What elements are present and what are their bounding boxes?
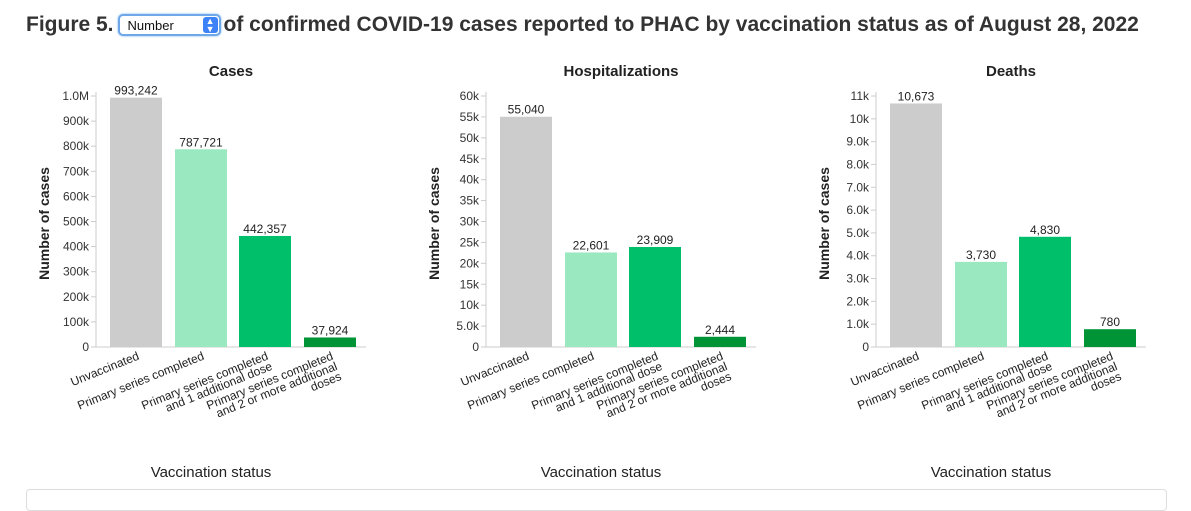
x-axis-label: Vaccination status bbox=[151, 464, 272, 481]
y-tick-label: 800k bbox=[63, 139, 90, 153]
y-tick-label: 200k bbox=[63, 290, 90, 304]
bar-value-label: 993,242 bbox=[114, 84, 158, 98]
y-tick-label: 9.0k bbox=[846, 135, 870, 149]
y-tick-label: 35k bbox=[460, 194, 480, 208]
bar-value-label: 55,040 bbox=[508, 103, 545, 117]
y-tick-label: 0 bbox=[472, 340, 479, 354]
y-tick-label: 45k bbox=[460, 152, 480, 166]
y-tick-label: 10k bbox=[460, 298, 480, 312]
bar bbox=[694, 336, 746, 347]
y-tick-label: 500k bbox=[63, 215, 90, 229]
y-tick-label: 2.0k bbox=[846, 294, 870, 308]
bar bbox=[304, 337, 356, 347]
figure-title-text: of confirmed COVID-19 cases reported to … bbox=[223, 13, 1139, 36]
y-tick-label: 0 bbox=[862, 340, 869, 354]
bar bbox=[890, 103, 942, 347]
select-arrows-icon: ▲ ▼ bbox=[202, 17, 218, 34]
y-tick-label: 11k bbox=[851, 89, 870, 103]
y-tick-label: 50k bbox=[460, 131, 480, 145]
y-tick-label: 6.0k bbox=[846, 203, 870, 217]
bottom-panel bbox=[26, 489, 1167, 511]
bar bbox=[955, 261, 1007, 347]
y-tick-label: 60k bbox=[460, 89, 480, 103]
y-tick-label: 600k bbox=[63, 189, 90, 203]
y-tick-label: 5.0k bbox=[846, 226, 870, 240]
bar-value-label: 23,909 bbox=[637, 233, 674, 247]
chart-title: Hospitalizations bbox=[563, 63, 678, 80]
figure-title: Figure 5. Number ▲ ▼ of confirmed COVID-1… bbox=[26, 8, 1139, 42]
y-tick-label: 400k bbox=[63, 240, 90, 254]
y-axis-label: Number of cases bbox=[426, 167, 442, 280]
bar bbox=[175, 149, 227, 347]
bar bbox=[629, 246, 681, 347]
bar bbox=[565, 252, 617, 347]
y-tick-label: 20k bbox=[460, 256, 480, 270]
chart-title: Cases bbox=[209, 63, 253, 80]
y-tick-label: 10k bbox=[850, 112, 870, 126]
measure-select[interactable]: Number ▲ ▼ bbox=[117, 14, 221, 36]
bar-value-label: 4,830 bbox=[1030, 223, 1060, 237]
y-tick-label: 5.0k bbox=[456, 319, 480, 333]
bar-value-label: 3,730 bbox=[966, 248, 996, 262]
y-tick-label: 55k bbox=[460, 110, 480, 124]
y-tick-label: 1.0k bbox=[846, 317, 870, 331]
y-tick-label: 30k bbox=[460, 215, 480, 229]
y-axis-label: Number of cases bbox=[36, 167, 52, 280]
charts-container: Cases Number of cases 0 100k 200k 300k 400k 500… bbox=[36, 63, 1146, 481]
bar-value-label: 442,357 bbox=[243, 222, 287, 236]
bar-value-label: 780 bbox=[1100, 315, 1120, 329]
x-tick-label: Primary series completedand 2 or more ad… bbox=[204, 349, 343, 433]
y-tick-label: 0 bbox=[82, 340, 89, 354]
bar bbox=[110, 97, 162, 347]
x-tick-label: Primary series completedand 2 or more ad… bbox=[984, 349, 1123, 433]
y-tick-label: 900k bbox=[63, 114, 90, 128]
figure-label: Figure 5. bbox=[26, 13, 114, 36]
bar bbox=[1084, 329, 1136, 347]
bar bbox=[239, 235, 291, 347]
bar-value-label: 787,721 bbox=[179, 135, 223, 149]
y-tick-label: 7.0k bbox=[846, 180, 870, 194]
y-tick-label: 1.0M bbox=[62, 89, 89, 103]
x-axis-label: Vaccination status bbox=[931, 464, 1052, 481]
chart-title: Deaths bbox=[986, 63, 1036, 80]
y-axis-label: Number of cases bbox=[816, 167, 832, 280]
y-tick-label: 700k bbox=[63, 164, 90, 178]
y-tick-label: 8.0k bbox=[846, 157, 870, 171]
bar-value-label: 37,924 bbox=[312, 323, 349, 337]
x-axis-label: Vaccination status bbox=[541, 464, 662, 481]
y-tick-label: 300k bbox=[63, 265, 90, 279]
bar bbox=[1019, 236, 1071, 347]
bar bbox=[500, 116, 552, 348]
measure-select-value: Number bbox=[127, 18, 174, 33]
y-tick-label: 4.0k bbox=[846, 249, 870, 263]
bar-value-label: 10,673 bbox=[898, 89, 935, 103]
y-tick-label: 25k bbox=[460, 235, 480, 249]
x-tick-label: Primary series completedand 2 or more ad… bbox=[594, 349, 733, 433]
bar-value-label: 2,444 bbox=[705, 323, 735, 337]
y-tick-label: 3.0k bbox=[846, 272, 870, 286]
bar-value-label: 22,601 bbox=[573, 238, 610, 252]
y-tick-label: 15k bbox=[460, 277, 480, 291]
y-tick-label: 100k bbox=[63, 315, 90, 329]
y-tick-label: 40k bbox=[460, 173, 480, 187]
